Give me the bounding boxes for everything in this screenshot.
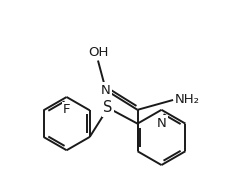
Text: NH₂: NH₂: [175, 93, 200, 106]
Text: N: N: [157, 117, 166, 130]
Text: S: S: [103, 100, 113, 115]
Text: OH: OH: [88, 45, 108, 59]
Text: F: F: [63, 103, 70, 116]
Text: N: N: [101, 84, 111, 97]
